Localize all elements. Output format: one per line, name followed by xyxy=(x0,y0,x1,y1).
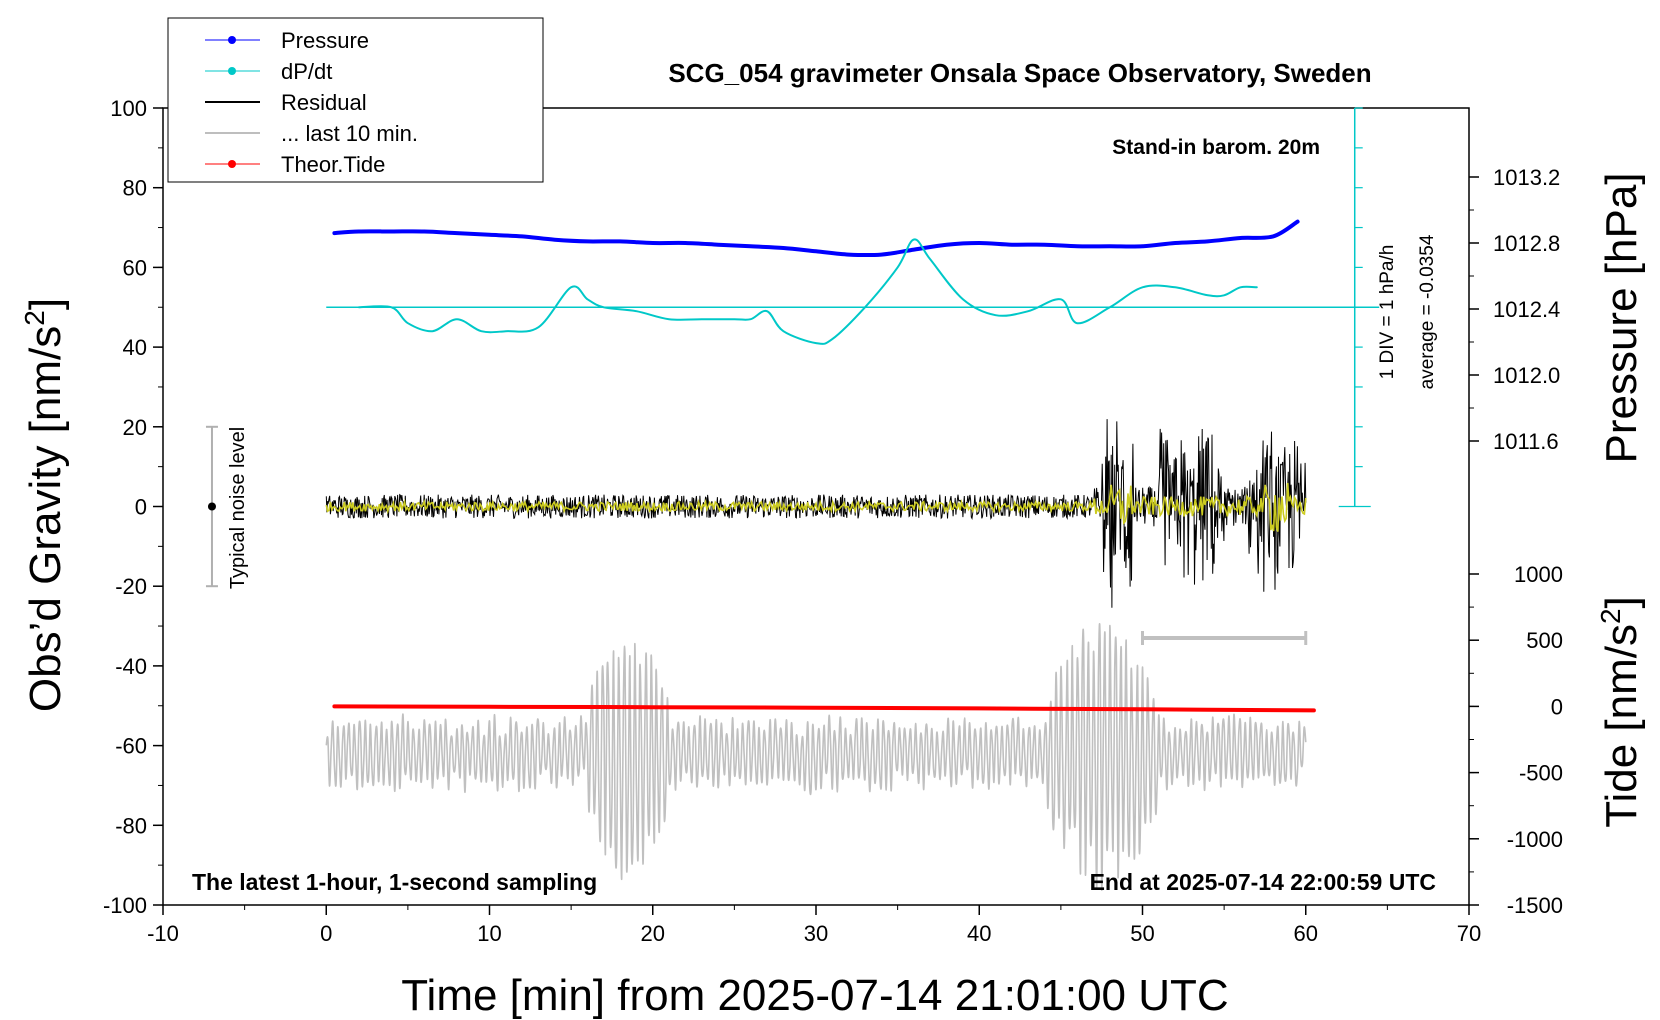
y-tick-label: 40 xyxy=(123,335,147,360)
y-axis-title-tide-end: ] xyxy=(1597,596,1646,608)
y-axis-title-tide-main: Tide [nm/s xyxy=(1597,624,1646,828)
x-tick-label: 30 xyxy=(804,921,828,946)
x-tick-label: 20 xyxy=(641,921,665,946)
tide-tick-label: -1500 xyxy=(1507,893,1563,918)
x-tick-label: 0 xyxy=(320,921,332,946)
series-pressure xyxy=(332,219,1300,258)
y-axis-title-tide: Tide [nm/s2] xyxy=(1595,596,1646,828)
tide-tick-label: 500 xyxy=(1526,628,1563,653)
legend-label: Residual xyxy=(281,90,367,115)
latest-hour-note: The latest 1-hour, 1-second sampling xyxy=(192,869,597,895)
x-tick-label: 40 xyxy=(967,921,991,946)
tide-tick-label: -1000 xyxy=(1507,827,1563,852)
stand-in-note: Stand-in barom. 20m xyxy=(1112,136,1320,159)
end-time-note: End at 2025-07-14 22:00:59 UTC xyxy=(1090,869,1436,895)
x-tick-label: 70 xyxy=(1457,921,1481,946)
legend-label: ... last 10 min. xyxy=(281,121,418,146)
average-label: average = -0.0354 xyxy=(1417,234,1438,389)
tide-tick-label: 1000 xyxy=(1514,562,1563,587)
y-tick-label: 0 xyxy=(135,495,147,520)
legend-marker xyxy=(228,67,236,75)
y-axis-title-left-sup: 2 xyxy=(19,310,50,326)
axis-ticks xyxy=(153,107,1479,915)
y-tick-label: -40 xyxy=(115,654,147,679)
legend-label: dP/dt xyxy=(281,59,332,84)
x-axis-title: Time [min] from 2025-07-14 21:01:00 UTC xyxy=(401,971,1228,1020)
y-tick-label: -20 xyxy=(115,574,147,599)
noise-level-label: Typical noise level xyxy=(227,427,249,589)
x-tick-label: 50 xyxy=(1130,921,1154,946)
y-tick-label: 60 xyxy=(123,255,147,280)
series-dp-dt xyxy=(357,238,1258,345)
noise-bar-center-dot xyxy=(207,502,216,511)
x-tick-label: 60 xyxy=(1294,921,1318,946)
residual-trace xyxy=(325,419,1307,608)
last-10-min-trace xyxy=(325,623,1307,891)
x-tick-label: 10 xyxy=(477,921,501,946)
legend: Pressure dP/dt Residual ... last 10 min. The… xyxy=(167,17,544,183)
y-tick-label: -60 xyxy=(115,734,147,759)
tide-tick-label: 0 xyxy=(1551,694,1563,719)
series-theor-tide xyxy=(332,704,1316,713)
legend-marker xyxy=(228,160,236,168)
legend-items: Pressure dP/dt Residual ... last 10 min. The… xyxy=(205,28,418,177)
series-layer xyxy=(205,107,1380,891)
legend-box xyxy=(167,17,544,183)
y-tick-label: -100 xyxy=(103,893,147,918)
y-tick-label: -80 xyxy=(115,813,147,838)
x-tick-label: -10 xyxy=(147,921,179,946)
pressure-tick-label: 1012.0 xyxy=(1493,363,1560,388)
div-scale-label: 1 DIV = 1 hPa/h xyxy=(1377,245,1398,380)
y-axis-title-left-end: ] xyxy=(21,298,70,310)
legend-label: Pressure xyxy=(281,28,369,53)
tick-labels: -10 0 10 20 30 40 50 60 70-100-80-60-40-20020406… xyxy=(103,96,1563,946)
y-axis-title-pressure: Pressure [hPa] xyxy=(1597,172,1646,463)
y-axis-title-tide-sup: 2 xyxy=(1595,608,1626,624)
pressure-tick-label: 1012.8 xyxy=(1493,231,1560,256)
chart-title: SCG_054 gravimeter Onsala Space Observat… xyxy=(668,58,1371,88)
y-axis-title-left-main: Obs’d Gravity [nm/s xyxy=(21,326,70,712)
y-axis-title-left: Obs’d Gravity [nm/s2] xyxy=(19,298,70,712)
pressure-tick-label: 1013.2 xyxy=(1493,165,1560,190)
y-tick-label: 20 xyxy=(123,415,147,440)
residual-smoothed-trace xyxy=(325,482,1307,532)
legend-label: Theor.Tide xyxy=(281,152,385,177)
y-tick-label: 80 xyxy=(123,176,147,201)
pressure-tick-label: 1012.4 xyxy=(1493,297,1560,322)
tide-tick-label: -500 xyxy=(1519,761,1563,786)
y-tick-label: 100 xyxy=(110,96,147,121)
pressure-tick-label: 1011.6 xyxy=(1493,429,1559,454)
legend-marker xyxy=(228,36,236,44)
